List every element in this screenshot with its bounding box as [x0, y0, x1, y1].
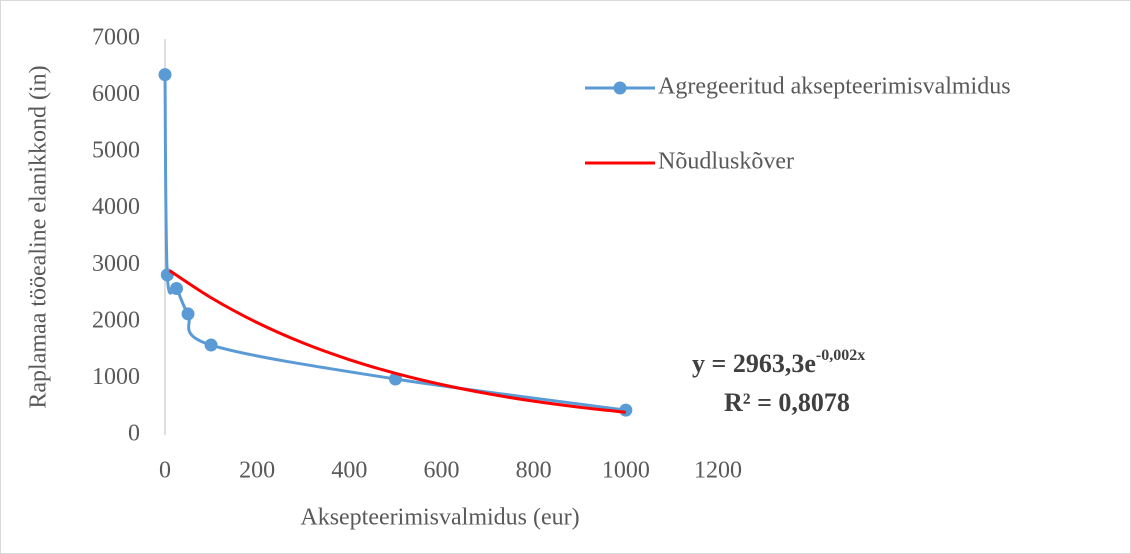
y-tick-label: 6000	[92, 81, 140, 107]
y-tick-label: 2000	[92, 307, 140, 333]
x-axis-label: Aksepteerimisvalmidus (eur)	[300, 505, 579, 531]
y-axis-label: Raplamaa tööealine elanikkond (in)	[26, 65, 52, 408]
y-tick-label: 5000	[92, 138, 140, 164]
legend-label: Nõudluskõver	[658, 149, 794, 175]
y-tick-label: 1000	[92, 364, 140, 390]
data-point	[204, 338, 218, 352]
data-point	[158, 68, 172, 82]
equation-exponent: -0,002x	[816, 347, 865, 364]
x-tick-label: 600	[424, 458, 460, 484]
data-point	[619, 403, 633, 417]
equation: y = 2963,3e-0,002x	[692, 347, 865, 378]
y-tick-label: 4000	[92, 194, 140, 220]
data-point	[170, 281, 184, 295]
equation-base: y = 2963,3e	[692, 349, 816, 378]
x-tick-label: 400	[331, 458, 367, 484]
r-squared: R² = 0,8078	[724, 388, 850, 417]
legend-marker	[613, 81, 627, 95]
y-tick-label: 0	[128, 421, 140, 447]
x-tick-label: 1200	[694, 458, 742, 484]
y-tick-label: 3000	[92, 251, 140, 277]
x-tick-label: 0	[159, 458, 171, 484]
legend-label: Agregeeritud aksepteerimisvalmidus	[658, 74, 1011, 100]
series-line	[168, 269, 626, 414]
data-point	[181, 307, 195, 321]
y-tick-label: 7000	[92, 25, 140, 51]
x-tick-label: 800	[516, 458, 552, 484]
x-tick-label: 200	[239, 458, 275, 484]
x-tick-label: 1000	[602, 458, 650, 484]
